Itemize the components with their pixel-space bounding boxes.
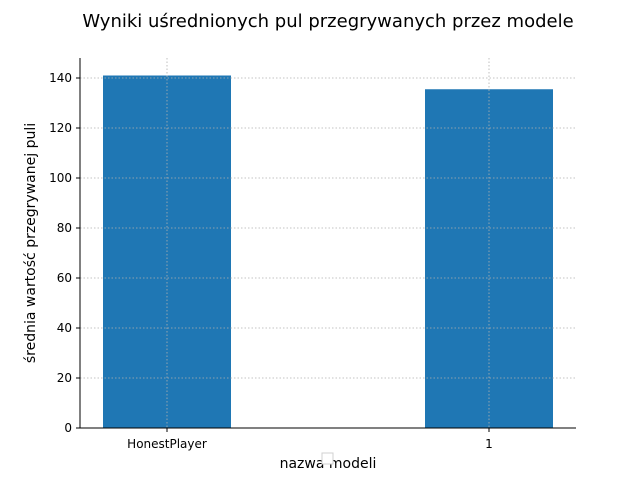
y-tick-label: 120 bbox=[49, 121, 72, 135]
y-tick-label: 0 bbox=[64, 421, 72, 435]
grid bbox=[80, 58, 576, 428]
bars bbox=[103, 75, 553, 428]
chart-title: Wyniki uśrednionych pul przegrywanych pr… bbox=[82, 11, 573, 32]
y-tick-label: 60 bbox=[57, 271, 72, 285]
y-tick-label: 20 bbox=[57, 371, 72, 385]
y-tick-label: 80 bbox=[57, 221, 72, 235]
legend-box bbox=[321, 452, 334, 465]
y-tick-label: 100 bbox=[49, 171, 72, 185]
y-axis-label: średnia wartość przegrywanej puli bbox=[23, 123, 39, 363]
y-tick-label: 140 bbox=[49, 71, 72, 85]
y-tick-label: 40 bbox=[57, 321, 72, 335]
x-ticks: HonestPlayer 1 bbox=[127, 428, 493, 451]
x-tick-label: HonestPlayer bbox=[127, 437, 207, 451]
y-ticks: 0 20 40 60 80 100 120 140 bbox=[49, 71, 80, 435]
x-tick-label: 1 bbox=[485, 437, 493, 451]
